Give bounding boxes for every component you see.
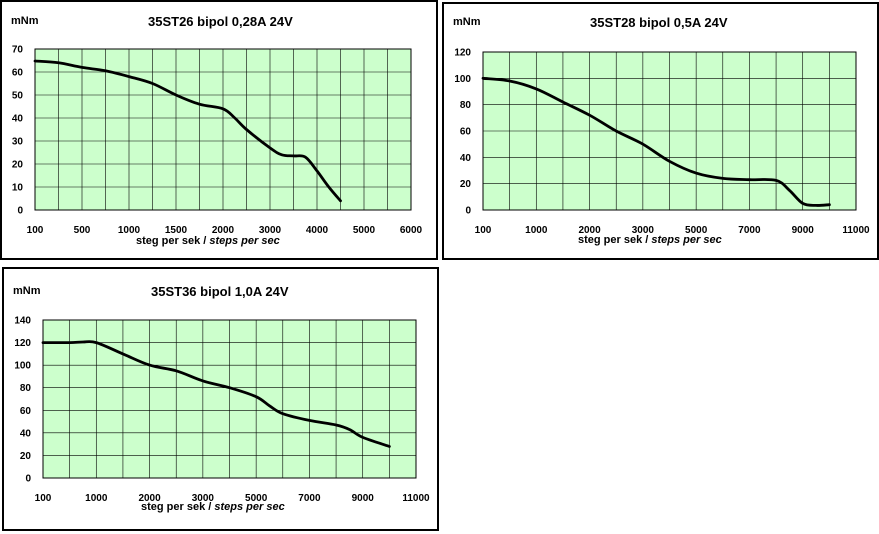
chart-title: 35ST26 bipol 0,28A 24V	[148, 14, 293, 29]
x-tick-label: 7000	[298, 493, 321, 504]
x-axis-label: steg per sek / steps per sec	[578, 234, 722, 246]
x-tick-label: 9000	[352, 493, 375, 504]
x-tick-label: 2000	[212, 225, 235, 236]
torque-curve	[33, 59, 342, 203]
y-tick-label: 20	[20, 451, 32, 462]
x-axis-label-italic: steps per sec	[209, 235, 280, 247]
torque-curve	[481, 76, 831, 207]
y-tick-label: 60	[20, 406, 32, 417]
y-tick-label: 100	[454, 74, 471, 85]
x-tick-label: 11000	[842, 225, 870, 236]
y-tick-label: 0	[25, 474, 31, 485]
chart-35st26: 0 10 20 30 40 50 60 70 100 500 1000 1500 2000 3000 400…	[12, 45, 423, 237]
x-tick-label: 5000	[245, 493, 268, 504]
y-tick-label: 20	[12, 160, 24, 171]
x-tick-label: 4000	[306, 225, 329, 236]
chart-title: 35ST36 bipol 1,0A 24V	[151, 284, 289, 299]
x-tick-label: 100	[27, 225, 44, 236]
x-axis-label-separator: /	[642, 234, 652, 246]
chart-panel-35st28: mNm 35ST28 bipol 0,5A 24V 0 20 40 60 80 100 12…	[442, 2, 879, 260]
y-tick-label: 120	[14, 338, 31, 349]
x-tick-label: 3000	[632, 225, 655, 236]
y-tick-label: 100	[14, 361, 31, 372]
x-tick-label: 1000	[85, 493, 108, 504]
x-tick-label: 1000	[118, 225, 141, 236]
x-tick-label: 1000	[525, 225, 548, 236]
x-tick-label: 7000	[738, 225, 761, 236]
x-axis-label-plain: steg per sek	[578, 234, 643, 246]
x-tick-label: 5000	[685, 225, 708, 236]
y-tick-label: 80	[460, 100, 472, 111]
x-axis-label-plain: steg per sek	[141, 501, 206, 513]
y-tick-label: 30	[12, 137, 24, 148]
x-tick-label: 9000	[792, 225, 815, 236]
x-tick-label: 100	[35, 493, 52, 504]
x-tick-label: 6000	[400, 225, 423, 236]
chart-35st28: 0 20 40 60 80 100 120 100 1000 2000 3000 5000 7000 90…	[454, 48, 870, 237]
y-tick-label: 40	[12, 114, 24, 125]
x-tick-label: 5000	[353, 225, 376, 236]
y-tick-label: 0	[465, 206, 471, 217]
chart-35st36: 0 20 40 60 80 100 120 140 100 1000 2000 3000 5000 700…	[14, 316, 430, 505]
y-axis-unit-label: mNm	[453, 16, 481, 28]
y-tick-label: 60	[12, 68, 24, 79]
y-tick-label: 50	[12, 91, 24, 102]
x-tick-label: 2000	[578, 225, 601, 236]
x-axis-label: steg per sek / steps per sec	[136, 235, 280, 247]
y-tick-label: 70	[12, 45, 24, 56]
x-axis-label-italic: steps per sec	[651, 234, 722, 246]
y-tick-label: 0	[17, 206, 23, 217]
x-axis-label-separator: /	[205, 501, 215, 513]
chart-panel-35st26: mNm 35ST26 bipol 0,28A 24V 0 10 20 30 40 50 60…	[0, 0, 438, 260]
y-tick-label: 80	[20, 383, 32, 394]
torque-curve	[41, 340, 391, 448]
y-tick-label: 60	[460, 127, 472, 138]
x-axis-label: steg per sek / steps per sec	[141, 501, 285, 513]
y-tick-label: 20	[460, 179, 472, 190]
x-tick-label: 3000	[259, 225, 282, 236]
x-axis-label-separator: /	[200, 235, 210, 247]
x-tick-label: 2000	[138, 493, 161, 504]
y-tick-label: 40	[460, 153, 472, 164]
x-tick-label: 11000	[402, 493, 430, 504]
x-tick-label: 1500	[165, 225, 188, 236]
chart-title: 35ST28 bipol 0,5A 24V	[590, 15, 728, 30]
y-axis-unit-label: mNm	[11, 15, 39, 27]
x-axis-label-plain: steg per sek	[136, 235, 201, 247]
y-axis-unit-label: mNm	[13, 285, 41, 297]
y-tick-label: 120	[454, 48, 471, 59]
y-tick-label: 40	[20, 428, 32, 439]
chart-panel-35st36: mNm 35ST36 bipol 1,0A 24V 0 20 40 60 80 100 12…	[2, 267, 439, 531]
y-tick-label: 10	[12, 183, 24, 194]
x-axis-label-italic: steps per sec	[214, 501, 285, 513]
x-tick-label: 3000	[192, 493, 215, 504]
x-tick-label: 500	[74, 225, 91, 236]
y-tick-label: 140	[14, 316, 31, 327]
x-tick-label: 100	[475, 225, 492, 236]
